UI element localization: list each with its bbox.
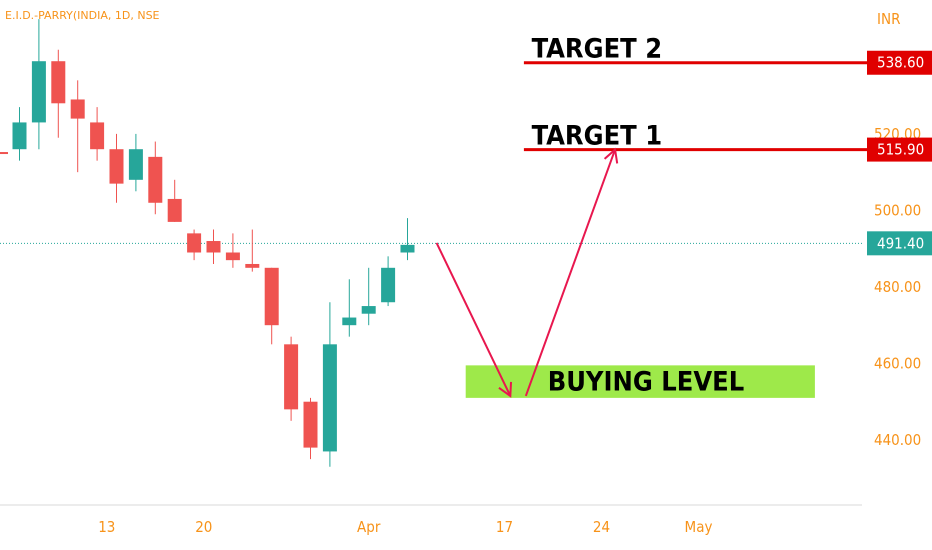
candle-body [31,61,46,123]
symbol-label: E.I.D.-PARRY(INDIA, 1D, NSE [5,9,160,22]
candle-body [342,317,357,326]
candle [109,133,124,203]
candle [128,133,143,192]
target-annotation: TARGET 1 [532,121,662,152]
target-price-text: 538.60 [877,54,924,72]
x-tick-label: 13 [98,518,115,536]
candle [264,267,279,345]
x-tick-label: May [685,518,713,536]
y-tick-label: 500.00 [874,201,921,219]
buying-level-label: BUYING LEVEL [548,367,745,398]
candle-body [381,267,396,303]
candle [284,336,299,421]
candle-body [51,61,66,104]
candle [225,233,240,268]
candle [12,107,27,161]
target-price-tag [867,137,932,162]
target-price-tag [867,50,932,75]
candle-body [128,149,143,180]
x-tick-label: Apr [357,518,381,536]
y-tick-label: 460.00 [874,354,921,372]
candle-body [12,122,27,150]
candle-body [167,198,182,222]
last-price-text: 491.40 [877,234,924,252]
candle-body [303,401,318,448]
candle-body [361,306,376,314]
candle-body [187,233,202,253]
up-arrow-head [603,147,619,164]
buying-zone [465,365,815,398]
y-tick-label: 480.00 [874,278,921,296]
x-tick-label: 24 [593,518,610,536]
candle [148,141,163,215]
candle [167,179,182,222]
candle-body [206,241,221,253]
candle [303,397,318,460]
candle-body [70,99,85,119]
candle [361,267,376,326]
candle [51,49,66,138]
up-arrow [524,149,617,397]
candle-body [400,244,415,253]
candle [70,80,85,173]
candle [31,19,46,150]
candle-body [245,263,260,268]
down-arrow [435,242,512,397]
x-tick-label: 20 [195,518,212,536]
last-price-tag [867,231,932,256]
currency-label: INR [877,10,900,28]
y-tick-label: 440.00 [874,431,921,449]
candle-body [322,344,337,452]
candle-body [264,267,279,326]
candle [322,302,337,467]
candle-body [109,149,124,184]
candle-body [225,252,240,261]
candle-body [90,122,105,150]
candle [206,229,221,264]
candle-body [284,344,299,410]
candle [187,229,202,261]
target-annotation: TARGET 2 [532,34,662,65]
candle [381,256,396,307]
down-arrow-head [498,381,513,398]
candle [342,279,357,337]
target-price-text: 515.90 [877,141,924,159]
candle [90,107,105,161]
x-tick-label: 17 [496,518,513,536]
candle [400,218,415,261]
candle-body [148,156,163,203]
candle [245,229,260,272]
